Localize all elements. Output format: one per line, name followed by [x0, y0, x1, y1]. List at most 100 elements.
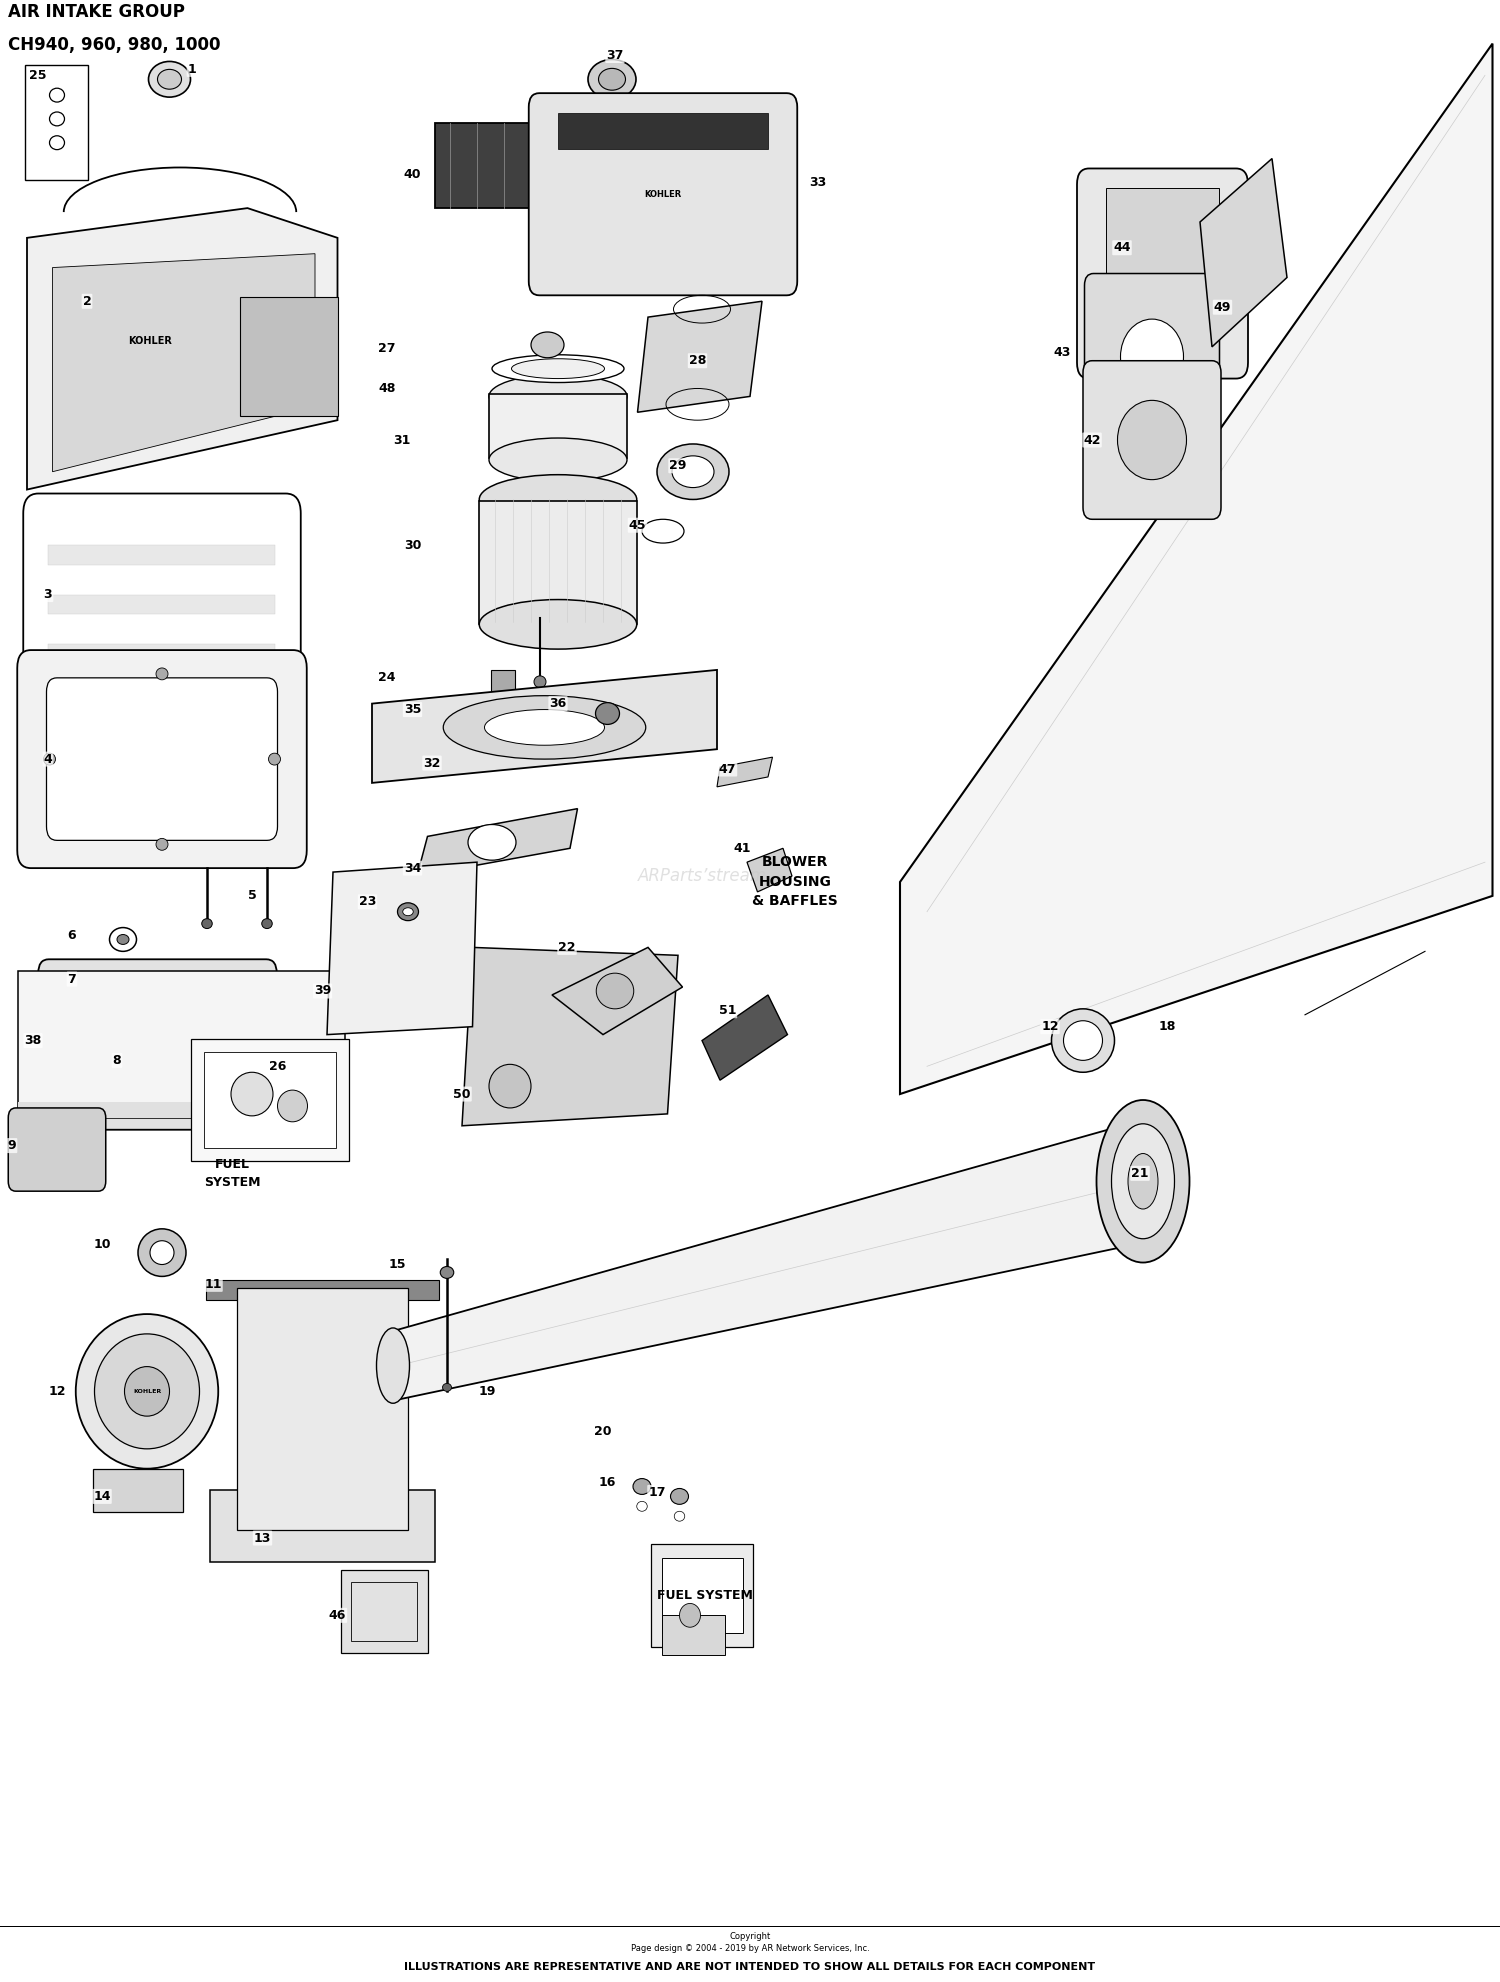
Text: 14: 14 [93, 1490, 111, 1502]
Ellipse shape [480, 474, 636, 523]
Bar [1106, 188, 1218, 307]
Text: 46: 46 [328, 1609, 346, 1621]
Ellipse shape [1120, 319, 1184, 394]
Text: 36: 36 [549, 698, 567, 710]
Polygon shape [48, 595, 274, 614]
Text: FUEL SYSTEM: FUEL SYSTEM [657, 1590, 753, 1601]
Polygon shape [702, 995, 788, 1080]
Text: 7: 7 [68, 973, 76, 985]
Bar [480, 501, 636, 624]
Text: KOHLER: KOHLER [645, 190, 681, 198]
Ellipse shape [158, 69, 182, 89]
Ellipse shape [75, 1314, 219, 1469]
Text: 13: 13 [254, 1532, 272, 1544]
Polygon shape [18, 1102, 345, 1118]
Bar [558, 113, 768, 149]
Ellipse shape [398, 902, 418, 920]
Bar [63, 993, 207, 1096]
Text: 21: 21 [1131, 1167, 1149, 1179]
Ellipse shape [636, 1502, 648, 1510]
Text: 39: 39 [314, 985, 332, 997]
Text: 23: 23 [358, 896, 376, 908]
Text: 12: 12 [1041, 1021, 1059, 1033]
Ellipse shape [588, 59, 636, 99]
Bar [93, 1469, 183, 1512]
FancyBboxPatch shape [1083, 361, 1221, 519]
Text: CH940, 960, 980, 1000: CH940, 960, 980, 1000 [8, 36, 220, 54]
Text: KOHLER: KOHLER [128, 335, 172, 347]
Bar [26, 65, 88, 180]
Text: FUEL
SYSTEM: FUEL SYSTEM [204, 1157, 261, 1189]
Ellipse shape [1096, 1100, 1190, 1263]
Text: 34: 34 [404, 862, 422, 874]
Ellipse shape [94, 1334, 200, 1449]
Polygon shape [717, 757, 772, 787]
Ellipse shape [489, 438, 627, 482]
Ellipse shape [1112, 1124, 1174, 1239]
Ellipse shape [148, 61, 190, 97]
Ellipse shape [484, 710, 604, 745]
Text: 5: 5 [248, 890, 256, 902]
Text: 18: 18 [1158, 1021, 1176, 1033]
Bar [662, 1615, 724, 1655]
Ellipse shape [376, 1328, 410, 1403]
FancyBboxPatch shape [46, 678, 278, 840]
Ellipse shape [672, 456, 714, 488]
Text: 4: 4 [44, 753, 52, 765]
Text: 42: 42 [1083, 434, 1101, 446]
Polygon shape [240, 297, 338, 416]
Bar [204, 1052, 336, 1148]
Ellipse shape [268, 753, 280, 765]
Polygon shape [552, 947, 682, 1035]
Text: 30: 30 [404, 539, 422, 551]
Text: 49: 49 [1214, 301, 1231, 313]
Text: AIR INTAKE GROUP: AIR INTAKE GROUP [8, 2, 184, 22]
Text: 32: 32 [423, 757, 441, 769]
Ellipse shape [468, 825, 516, 860]
Text: 45: 45 [628, 519, 646, 531]
Ellipse shape [278, 1090, 308, 1122]
Polygon shape [48, 545, 274, 565]
Text: 9: 9 [8, 1140, 16, 1152]
Bar [489, 394, 627, 458]
Text: 40: 40 [404, 168, 422, 180]
Ellipse shape [680, 1603, 700, 1627]
Polygon shape [48, 644, 274, 664]
Ellipse shape [657, 444, 729, 499]
Polygon shape [435, 123, 777, 208]
Ellipse shape [1064, 1021, 1102, 1060]
FancyBboxPatch shape [1084, 274, 1220, 440]
Text: 26: 26 [268, 1060, 286, 1072]
FancyBboxPatch shape [8, 1108, 105, 1191]
Ellipse shape [480, 599, 636, 650]
Text: 8: 8 [112, 1054, 122, 1066]
Ellipse shape [642, 519, 684, 543]
Text: 35: 35 [404, 704, 422, 716]
Ellipse shape [261, 918, 273, 928]
Ellipse shape [670, 1488, 688, 1504]
Ellipse shape [1118, 400, 1186, 480]
Text: 3: 3 [44, 589, 52, 601]
Polygon shape [53, 254, 315, 472]
Polygon shape [1200, 159, 1287, 347]
Polygon shape [638, 301, 762, 412]
FancyBboxPatch shape [22, 494, 300, 716]
Bar [351, 1582, 417, 1641]
Bar [662, 1558, 742, 1633]
Bar [490, 670, 514, 725]
Ellipse shape [489, 375, 627, 418]
Polygon shape [82, 971, 132, 999]
Ellipse shape [534, 676, 546, 688]
Polygon shape [18, 971, 345, 1118]
Text: 37: 37 [606, 50, 624, 61]
Text: 29: 29 [669, 460, 687, 472]
Ellipse shape [492, 355, 624, 383]
Ellipse shape [124, 1368, 170, 1415]
Ellipse shape [150, 1241, 174, 1265]
Ellipse shape [442, 1383, 452, 1391]
Bar [651, 1544, 753, 1647]
Ellipse shape [117, 934, 129, 943]
Ellipse shape [596, 973, 633, 1009]
Ellipse shape [441, 1266, 453, 1278]
FancyBboxPatch shape [1077, 168, 1248, 379]
